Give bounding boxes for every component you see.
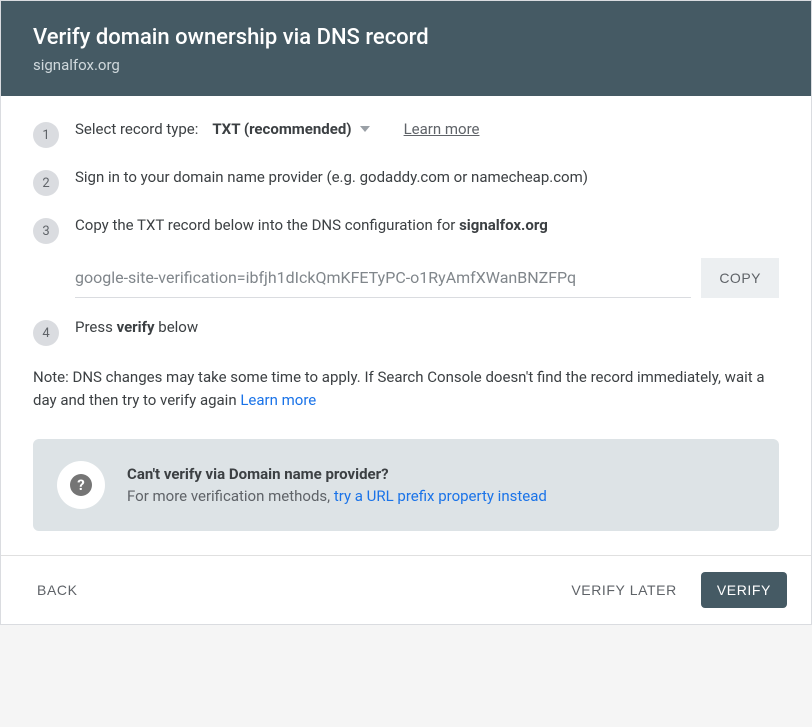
help-body: For more verification methods, try a URL… — [127, 485, 547, 508]
help-title: Can't verify via Domain name provider? — [127, 463, 547, 486]
step-4-suffix: below — [155, 318, 199, 336]
dialog-title: Verify domain ownership via DNS record — [33, 25, 779, 50]
step-number: 3 — [33, 218, 59, 244]
step-3-text: Copy the TXT record below into the DNS c… — [75, 216, 779, 234]
step-2: 2 Sign in to your domain name provider (… — [33, 168, 779, 196]
dialog-footer: BACK VERIFY LATER VERIFY — [1, 555, 811, 624]
help-link[interactable]: try a URL prefix property instead — [334, 487, 547, 505]
chevron-down-icon — [360, 126, 370, 132]
help-box: ? Can't verify via Domain name provider?… — [33, 439, 779, 531]
step-2-text: Sign in to your domain name provider (e.… — [75, 168, 779, 186]
help-icon-circle: ? — [57, 461, 105, 509]
dialog-content: 1 Select record type: TXT (recommended) … — [1, 96, 811, 555]
step-number: 2 — [33, 170, 59, 196]
verify-button[interactable]: VERIFY — [701, 572, 787, 608]
step-3-body: Copy the TXT record below into the DNS c… — [75, 216, 779, 298]
record-type-value: TXT (recommended) — [212, 120, 351, 138]
help-prefix: For more verification methods, — [127, 487, 334, 505]
help-text: Can't verify via Domain name provider? F… — [127, 463, 547, 508]
step-3-prefix: Copy the TXT record below into the DNS c… — [75, 216, 459, 234]
dialog-header: Verify domain ownership via DNS record s… — [1, 1, 811, 96]
question-icon: ? — [70, 474, 92, 496]
step-number: 4 — [33, 320, 59, 346]
step-3: 3 Copy the TXT record below into the DNS… — [33, 216, 779, 298]
record-type-select[interactable]: TXT (recommended) — [212, 120, 369, 138]
step-3-domain: signalfox.org — [459, 216, 548, 234]
step-4-text: Press verify below — [75, 318, 779, 336]
step-number: 1 — [33, 122, 59, 148]
step-1-body: Select record type: TXT (recommended) Le… — [75, 120, 779, 138]
note-text: Note: DNS changes may take some time to … — [33, 366, 779, 411]
step-4-prefix: Press — [75, 318, 117, 336]
note-learn-more-link[interactable]: Learn more — [240, 391, 316, 409]
step-1-label: Select record type: — [75, 120, 198, 138]
verify-dialog: Verify domain ownership via DNS record s… — [0, 0, 812, 625]
step-1: 1 Select record type: TXT (recommended) … — [33, 120, 779, 148]
step-4: 4 Press verify below — [33, 318, 779, 346]
dialog-subtitle: signalfox.org — [33, 56, 779, 74]
copy-button[interactable]: COPY — [701, 258, 779, 298]
txt-record-row: google-site-verification=ibfjh1dIckQmKFE… — [75, 258, 779, 298]
back-button[interactable]: BACK — [25, 572, 90, 608]
txt-record-value[interactable]: google-site-verification=ibfjh1dIckQmKFE… — [75, 258, 691, 298]
verify-later-button[interactable]: VERIFY LATER — [559, 572, 689, 608]
step-4-bold: verify — [117, 318, 155, 336]
learn-more-link[interactable]: Learn more — [404, 120, 480, 138]
note-body: Note: DNS changes may take some time to … — [33, 368, 765, 409]
